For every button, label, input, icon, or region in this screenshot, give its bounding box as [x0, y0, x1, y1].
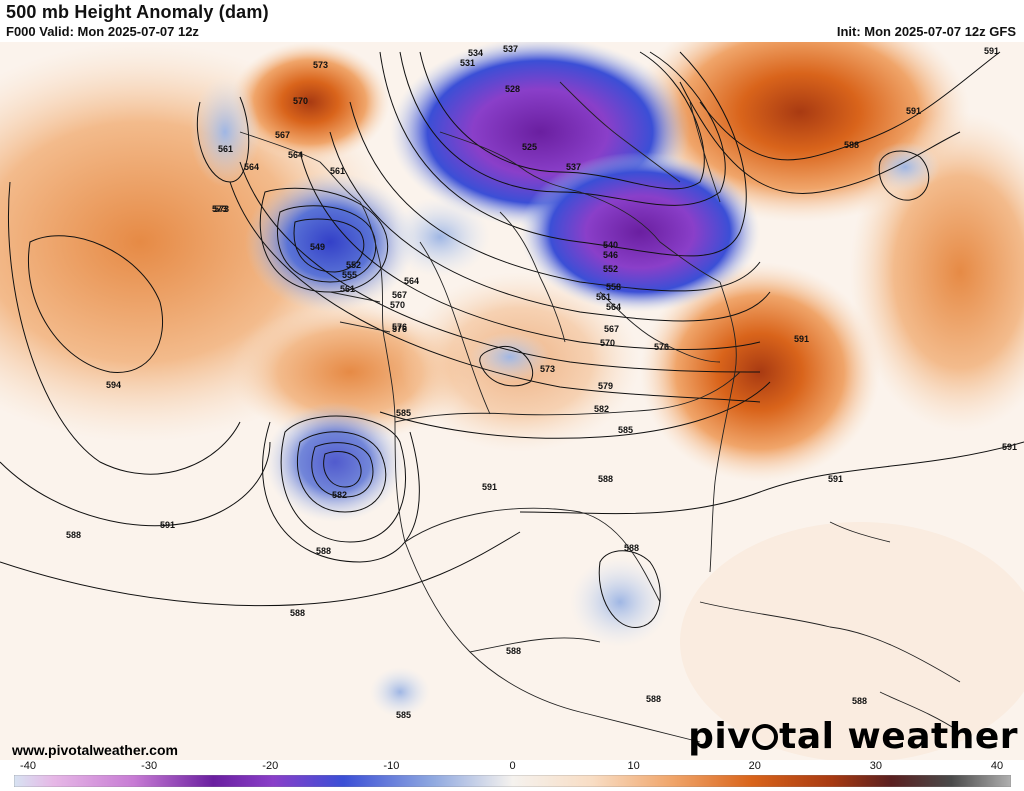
contour-label: 585 [618, 425, 633, 435]
map-title: 500 mb Height Anomaly (dam) [6, 2, 269, 22]
contour-label: 582 [594, 404, 609, 414]
init-time: Init: Mon 2025-07-07 12z GFS [836, 24, 1016, 39]
contour-label: 546 [603, 250, 618, 260]
contour-label: 588 [852, 696, 867, 706]
contour-label: 591 [984, 46, 999, 56]
contour-label: 567 [392, 290, 407, 300]
colorbar-tick-label: -40 [20, 760, 36, 772]
contour-label: 573 [212, 204, 227, 214]
contour-label: 537 [566, 162, 581, 172]
contour-label: 552 [346, 260, 361, 270]
colorbar-tick-label: -10 [383, 760, 400, 772]
contour-label: 576 [392, 324, 407, 334]
contour-label: 573 [214, 204, 229, 214]
contour-label: 585 [396, 710, 411, 720]
contour-label: 549 [310, 242, 325, 252]
contour-label: 594 [106, 380, 121, 390]
contour-label: 570 [390, 300, 405, 310]
contour-label: 567 [275, 130, 290, 140]
contour-label: 561 [596, 292, 611, 302]
contour-label: 591 [482, 482, 497, 492]
contour-label: 528 [505, 84, 520, 94]
contour-label: 591 [828, 474, 843, 484]
contour-label: 564 [244, 162, 259, 172]
colorbar-tick-label: -30 [141, 760, 158, 772]
contour-label: 591 [160, 520, 175, 530]
colorbar [14, 775, 1011, 787]
contour-label: 588 [66, 530, 81, 540]
contour-label: 588 [598, 474, 613, 484]
contour-label: 588 [646, 694, 661, 704]
contour-label: 591 [906, 106, 921, 116]
contour-label: 588 [316, 546, 331, 556]
colorbar-tick-label: 20 [748, 760, 761, 772]
contour-label: 591 [1002, 442, 1017, 452]
negative-anomaly-shading [190, 42, 940, 717]
positive-anomaly-shading [0, 42, 1024, 760]
contour-label: 588 [290, 608, 305, 618]
contour-label: 579 [598, 381, 613, 391]
contour-label: 591 [794, 334, 809, 344]
colorbar-tick-labels: -40 -30 -20 -10 0 10 20 30 40 [0, 760, 1024, 774]
colorbar-tick-label: 10 [627, 760, 640, 772]
contour-label: 564 [404, 276, 419, 286]
height-contours [0, 51, 1024, 628]
contour-label: 570 [600, 338, 615, 348]
contour-label: 573 [313, 60, 328, 70]
contour-label: 531 [460, 58, 475, 68]
coastlines-borders [239, 81, 961, 743]
contour-label: 555 [342, 270, 357, 280]
contour-label: 561 [330, 166, 345, 176]
brand-text-left: piv [688, 716, 752, 757]
website-link[interactable]: www.pivotalweather.com [12, 742, 178, 758]
contour-label: 588 [624, 543, 639, 553]
contour-label: 558 [606, 282, 621, 292]
contour-label: 576 [654, 342, 669, 352]
contour-label: 588 [844, 140, 859, 150]
contour-label: 585 [396, 408, 411, 418]
colorbar-tick-label: 40 [990, 760, 1004, 772]
anomaly-map: 534 537 531 528 525 537 540 546 552 558 … [0, 42, 1024, 760]
contour-label: 540 [603, 240, 618, 250]
contour-label: 552 [603, 264, 618, 274]
contour-label: 534 [468, 48, 483, 58]
contour-label: 561 [340, 284, 355, 294]
brand-text-right: tal weather [779, 716, 1018, 757]
contour-label: 537 [503, 44, 518, 54]
colorbar-tick-label: -20 [262, 760, 279, 772]
contour-label: 570 [293, 96, 308, 106]
contour-label: 525 [522, 142, 537, 152]
contour-label: 564 [288, 150, 303, 160]
colorbar-tick-label: 30 [869, 760, 882, 772]
sun-logo-icon [752, 724, 779, 750]
contour-label: 588 [506, 646, 521, 656]
contour-labels: 534 537 531 528 525 537 540 546 552 558 … [66, 44, 1017, 720]
contour-label: 564 [606, 302, 621, 312]
colorbar-tick-label: 0 [509, 760, 516, 772]
contour-label: 561 [218, 144, 233, 154]
contour-label: 567 [604, 324, 619, 334]
header: 500 mb Height Anomaly (dam) F000 Valid: … [0, 0, 1024, 42]
contour-label: 576 [392, 322, 407, 332]
contour-label: 573 [540, 364, 555, 374]
valid-time: F000 Valid: Mon 2025-07-07 12z [6, 24, 199, 39]
pivotal-weather-logo: piv tal weather [688, 716, 1018, 757]
contour-label: 582 [332, 490, 347, 500]
